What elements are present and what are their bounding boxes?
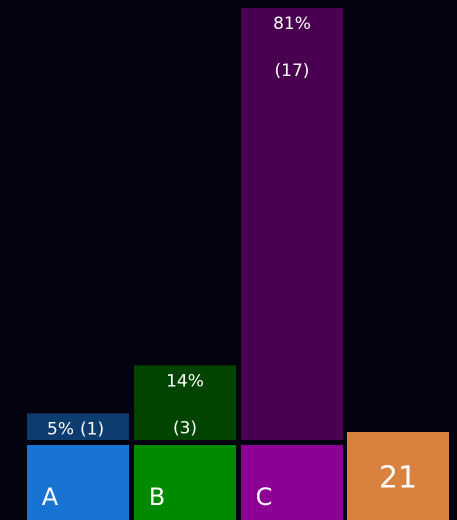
percent-label: 81% [273,14,311,34]
result-bar [27,413,129,440]
total-count: 21 [379,461,417,496]
count-label: (1) [80,419,104,439]
percent-label: 14% [166,371,204,391]
total-tile [347,432,449,520]
percent-label: 5% [47,419,74,439]
count-label: (3) [173,418,197,438]
option-label: C [256,483,273,511]
result-bar [241,8,343,440]
count-label: (17) [275,61,310,81]
option-tile[interactable] [241,445,343,520]
option-tile[interactable] [134,445,236,520]
option-tile[interactable] [27,445,129,520]
option-label: B [149,483,165,511]
option-label: A [42,483,59,511]
result-bar [134,365,236,440]
